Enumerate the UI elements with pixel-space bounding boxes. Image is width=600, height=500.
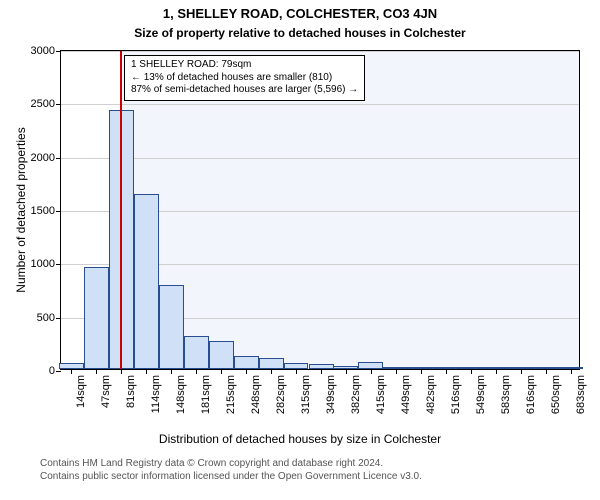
xtick-mark (521, 369, 522, 374)
xtick-label: 248sqm (250, 375, 262, 414)
xtick-mark (221, 369, 222, 374)
xtick-label: 215sqm (225, 375, 237, 414)
xtick-label: 148sqm (175, 375, 187, 414)
ytick-label: 2000 (31, 152, 55, 164)
histogram-bar (84, 267, 109, 369)
xtick-mark (271, 369, 272, 374)
xtick-label: 683sqm (575, 375, 587, 414)
xtick-mark (321, 369, 322, 374)
ytick-label: 0 (49, 365, 55, 377)
histogram-chart: 05001000150020002500300014sqm47sqm81sqm1… (60, 50, 580, 370)
footer-attribution: Contains HM Land Registry data © Crown c… (40, 458, 422, 483)
annotation-line: 1 SHELLEY ROAD: 79sqm (131, 59, 358, 72)
annotation-box: 1 SHELLEY ROAD: 79sqm← 13% of detached h… (124, 55, 365, 101)
ytick-mark (56, 211, 61, 212)
xtick-mark (346, 369, 347, 374)
ytick-label: 1500 (31, 205, 55, 217)
ytick-label: 2500 (31, 98, 55, 110)
xtick-mark (471, 369, 472, 374)
xtick-mark (121, 369, 122, 374)
histogram-bar (184, 336, 209, 369)
xtick-label: 181sqm (200, 375, 212, 414)
xtick-mark (196, 369, 197, 374)
xtick-mark (146, 369, 147, 374)
histogram-bar (358, 362, 383, 369)
xtick-mark (396, 369, 397, 374)
xtick-label: 516sqm (450, 375, 462, 414)
xtick-label: 616sqm (525, 375, 537, 414)
xtick-mark (571, 369, 572, 374)
ytick-mark (56, 371, 61, 372)
ytick-mark (56, 264, 61, 265)
xtick-mark (71, 369, 72, 374)
gridline (61, 104, 579, 105)
ytick-mark (56, 318, 61, 319)
ytick-mark (56, 158, 61, 159)
xtick-mark (296, 369, 297, 374)
xtick-label: 349sqm (325, 375, 337, 414)
xtick-label: 449sqm (400, 375, 412, 414)
xtick-label: 315sqm (300, 375, 312, 414)
xtick-label: 14sqm (75, 375, 87, 408)
xtick-label: 650sqm (550, 375, 562, 414)
xtick-mark (96, 369, 97, 374)
xtick-mark (546, 369, 547, 374)
xtick-label: 114sqm (150, 375, 162, 413)
page-title-sub: Size of property relative to detached ho… (0, 26, 600, 40)
y-axis-label: Number of detached properties (14, 127, 28, 292)
xtick-label: 482sqm (425, 375, 437, 414)
xtick-label: 382sqm (350, 375, 362, 414)
histogram-bar (234, 356, 259, 369)
reference-line (120, 51, 122, 369)
x-axis-label: Distribution of detached houses by size … (0, 432, 600, 446)
xtick-mark (246, 369, 247, 374)
xtick-label: 47sqm (100, 375, 112, 408)
ytick-label: 3000 (31, 45, 55, 57)
xtick-mark (496, 369, 497, 374)
xtick-mark (421, 369, 422, 374)
ytick-label: 1000 (31, 258, 55, 270)
gridline (61, 51, 579, 52)
xtick-mark (371, 369, 372, 374)
ytick-label: 500 (37, 312, 55, 324)
xtick-label: 282sqm (275, 375, 287, 414)
annotation-line: 87% of semi-detached houses are larger (… (131, 84, 358, 97)
gridline (61, 158, 579, 159)
xtick-mark (446, 369, 447, 374)
xtick-label: 81sqm (125, 375, 137, 408)
page-title-address: 1, SHELLEY ROAD, COLCHESTER, CO3 4JN (0, 6, 600, 21)
footer-line: Contains public sector information licen… (40, 471, 422, 484)
histogram-bar (209, 341, 234, 369)
histogram-bar (159, 285, 184, 369)
ytick-mark (56, 104, 61, 105)
xtick-label: 549sqm (475, 375, 487, 414)
annotation-line: ← 13% of detached houses are smaller (81… (131, 72, 358, 85)
xtick-label: 583sqm (500, 375, 512, 414)
footer-line: Contains HM Land Registry data © Crown c… (40, 458, 422, 471)
xtick-label: 415sqm (375, 375, 387, 414)
ytick-mark (56, 51, 61, 52)
histogram-bar (134, 194, 159, 369)
xtick-mark (171, 369, 172, 374)
histogram-bar (259, 358, 284, 369)
